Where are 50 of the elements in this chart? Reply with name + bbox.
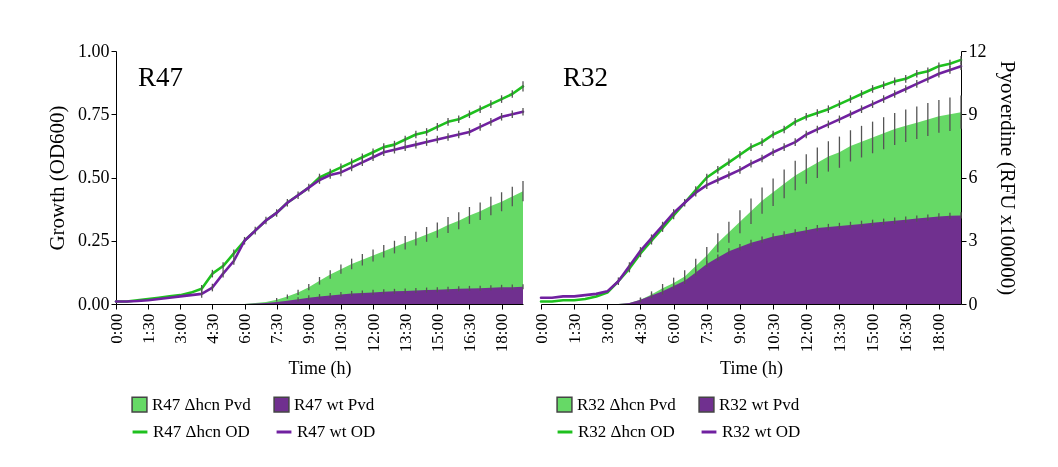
chart-title: R32 bbox=[563, 62, 609, 92]
x-tick-label: 18:00 bbox=[929, 313, 949, 353]
x-axis-title: Time (h) bbox=[288, 358, 352, 380]
x-tick-label: 0:00 bbox=[531, 313, 551, 344]
legend-label: R32 wt Pvd bbox=[719, 394, 800, 414]
x-tick-label: 1:30 bbox=[564, 313, 584, 344]
x-tick-label: 15:00 bbox=[863, 313, 883, 353]
y2-tick-label: 6 bbox=[968, 167, 978, 187]
y-tick-label: 1.00 bbox=[78, 40, 110, 61]
x-tick-label: 13:30 bbox=[829, 313, 849, 353]
y2-tick-label: 12 bbox=[968, 40, 987, 61]
legend-label: R32 Δhcn OD bbox=[578, 422, 675, 441]
x-tick-label: 9:00 bbox=[730, 313, 750, 344]
y2-tick-label: 9 bbox=[968, 103, 978, 124]
x-tick-label: 12:00 bbox=[796, 313, 816, 353]
x-tick-label: 6:00 bbox=[664, 313, 684, 344]
x-tick-label: 18:00 bbox=[492, 313, 512, 353]
x-tick-label: 3:00 bbox=[170, 313, 190, 344]
x-tick-label: 10:30 bbox=[763, 313, 783, 353]
x-tick-label: 0:00 bbox=[106, 313, 126, 344]
y-axis-title: Growth (OD600) bbox=[45, 105, 69, 251]
legend-label: R47 Δhcn OD bbox=[153, 422, 250, 441]
x-tick-label: 10:30 bbox=[331, 313, 351, 353]
x-tick-label: 6:00 bbox=[235, 313, 255, 344]
legend-label: R47 wt Pvd bbox=[294, 394, 375, 414]
x-tick-label: 4:30 bbox=[630, 313, 650, 344]
y-tick-label: 0.75 bbox=[78, 103, 110, 124]
x-tick-label: 7:30 bbox=[267, 313, 287, 344]
x-tick-label: 9:00 bbox=[299, 313, 319, 344]
x-tick-label: 16:30 bbox=[459, 313, 479, 353]
x-tick-label: 12:00 bbox=[363, 313, 383, 353]
legend-label: R47 wt OD bbox=[297, 422, 376, 441]
x-tick-label: 4:30 bbox=[202, 313, 222, 344]
legend-label: R32 wt OD bbox=[722, 422, 801, 441]
legend-label: R47 Δhcn Pvd bbox=[152, 394, 252, 414]
y2-tick-label: 0 bbox=[968, 293, 978, 314]
x-tick-label: 16:30 bbox=[896, 313, 916, 353]
legend-label: R32 Δhcn Pvd bbox=[577, 394, 677, 414]
chart-title: R47 bbox=[138, 62, 184, 92]
y2-tick-label: 3 bbox=[968, 230, 978, 251]
y-tick-label: 0.00 bbox=[78, 293, 110, 314]
x-tick-label: 7:30 bbox=[697, 313, 717, 344]
x-tick-label: 15:00 bbox=[427, 313, 447, 353]
x-tick-label: 13:30 bbox=[395, 313, 415, 353]
x-axis-title: Time (h) bbox=[720, 358, 783, 380]
x-tick-label: 1:30 bbox=[138, 313, 158, 344]
y-tick-label: 0.50 bbox=[78, 167, 110, 187]
y-tick-label: 0.25 bbox=[78, 230, 110, 251]
x-tick-label: 3:00 bbox=[597, 313, 617, 344]
y2-axis-title: Pyoverdine (RFU x100000) bbox=[995, 60, 1020, 296]
